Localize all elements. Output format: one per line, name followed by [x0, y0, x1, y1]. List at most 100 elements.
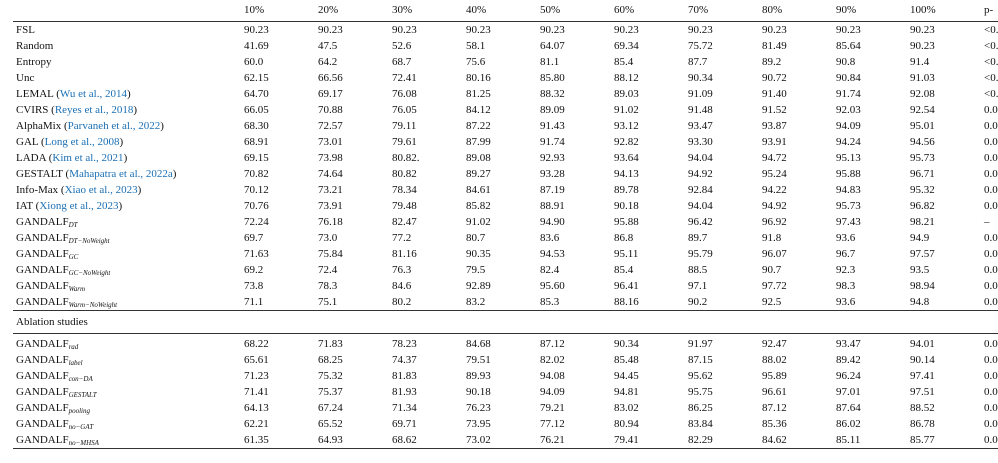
header-cell: 30% [392, 4, 413, 16]
value-cell: 94.22 [762, 184, 787, 196]
method-name-cell: FSL [13, 22, 241, 39]
table-row: GANDALFGC 71.63 75.84 81.16 90.35 94.53 95.11 9… [13, 246, 998, 262]
method-name-cell: GANDALFDT−NoWeight [13, 230, 241, 246]
value-cell: 88.91 [540, 200, 565, 212]
value-cell: 83.02 [614, 402, 639, 414]
header-cell: 40% [466, 4, 487, 16]
method-name: AlphaMix [16, 120, 62, 132]
p-value-cell: 0.001 [984, 104, 998, 116]
results-table: 10% 20% 30% 40% 50% 60% 70% 80% 90% 100% p- FSL 90.… [13, 0, 998, 449]
value-cell: 91.74 [540, 136, 565, 148]
value-cell: 84.62 [762, 434, 787, 446]
value-cell: 80.82. [392, 152, 420, 164]
value-cell: 90.23 [614, 24, 639, 36]
value-cell: 87.64 [836, 402, 861, 414]
table-row: Info-Max (Xiao et al., 2023) 70.12 73.21 78… [13, 182, 998, 198]
value-cell: 41.69 [244, 40, 269, 52]
value-cell: 94.90 [540, 216, 565, 228]
value-cell: 89.27 [466, 168, 491, 180]
value-cell: 98.3 [836, 280, 856, 292]
value-cell: 76.08 [392, 88, 417, 100]
header-cell: 50% [540, 4, 561, 16]
value-cell: 80.82 [392, 168, 417, 180]
value-cell: 95.01 [910, 120, 935, 132]
value-cell: 68.25 [318, 354, 343, 366]
method-name: GANDALF [16, 418, 69, 430]
value-cell: 70.76 [244, 200, 269, 212]
p-value-cell: 0.03 [984, 338, 998, 350]
value-cell: 75.32 [318, 370, 343, 382]
value-cell: 84.6 [392, 280, 412, 292]
value-cell: 98.94 [910, 280, 935, 292]
method-subscript: pooling [68, 407, 90, 415]
value-cell: 85.80 [540, 72, 565, 84]
value-cell: 90.18 [614, 200, 639, 212]
value-cell: 91.4 [910, 56, 930, 68]
value-cell: 95.62 [688, 370, 713, 382]
value-cell: 94.92 [762, 200, 787, 212]
method-name: Random [16, 40, 54, 52]
value-cell: 95.60 [540, 280, 565, 292]
p-value-cell: <0.001 [984, 40, 998, 52]
value-cell: 84.68 [466, 338, 491, 350]
value-cell: 94.09 [540, 386, 565, 398]
method-subscript: no−MHSA [68, 439, 99, 447]
method-name: GANDALF [16, 296, 69, 308]
value-cell: 83.84 [688, 418, 713, 430]
method-name-cell: GANDALFrad [13, 334, 241, 353]
value-cell: 91.8 [762, 232, 782, 244]
value-cell: 94.45 [614, 370, 639, 382]
value-cell: 75.84 [318, 248, 343, 260]
value-cell: 92.84 [688, 184, 713, 196]
p-value-cell: 0.011 [984, 434, 998, 446]
method-name: Unc [16, 72, 35, 84]
value-cell: 73.01 [318, 136, 343, 148]
value-cell: 71.34 [392, 402, 417, 414]
method-name-cell: GANDALFWarm [13, 278, 241, 294]
value-cell: 94.04 [688, 200, 713, 212]
method-subscript: GESTALT [68, 391, 97, 399]
value-cell: 76.05 [392, 104, 417, 116]
method-subscript: GC [68, 253, 79, 261]
value-cell: 88.5 [688, 264, 708, 276]
method-name-cell: AlphaMix (Parvaneh et al., 2022) [16, 120, 164, 132]
value-cell: 77.2 [392, 232, 412, 244]
value-cell: 60.0 [244, 56, 264, 68]
value-cell: 90.23 [392, 24, 417, 36]
value-cell: 65.61 [244, 354, 269, 366]
table-row: GESTALT (Mahapatra et al., 2022a) 70.82 74… [13, 166, 998, 182]
value-cell: 86.8 [614, 232, 634, 244]
value-cell: 85.11 [836, 434, 861, 446]
ablation-row: GANDALFrad 68.22 71.83 78.23 84.68 87.12 90.34… [13, 334, 998, 353]
p-value-cell: 0.02 [984, 200, 998, 212]
value-cell: 64.07 [540, 40, 565, 52]
value-cell: 92.54 [910, 104, 935, 116]
value-cell: 79.51 [466, 354, 491, 366]
value-cell: 91.02 [614, 104, 639, 116]
value-cell: 77.12 [540, 418, 565, 430]
table-row: AlphaMix (Parvaneh et al., 2022) 68.30 72.… [13, 118, 998, 134]
citation-link: Xiao et al., 2023 [64, 184, 138, 196]
value-cell: 93.87 [762, 120, 787, 132]
value-cell: 58.1 [466, 40, 486, 52]
value-cell: 91.09 [688, 88, 713, 100]
p-value-cell: 0.07 [984, 248, 998, 260]
value-cell: 76.23 [466, 402, 491, 414]
value-cell: 94.81 [614, 386, 639, 398]
method-name-cell: Entropy [13, 54, 241, 70]
value-cell: 76.21 [540, 434, 565, 446]
table-row: GAL (Long et al., 2008) 68.91 73.01 79.61 87… [13, 134, 998, 150]
value-cell: 89.42 [836, 354, 861, 366]
value-cell: 81.49 [762, 40, 787, 52]
value-cell: 87.99 [466, 136, 491, 148]
method-name: GANDALF [16, 338, 69, 350]
value-cell: 71.83 [318, 338, 343, 350]
value-cell: 92.82 [614, 136, 639, 148]
method-name: GAL [16, 136, 39, 148]
method-name-cell: GANDALFGESTALT [13, 384, 241, 400]
value-cell: 90.23 [688, 24, 713, 36]
value-cell: 90.23 [540, 24, 565, 36]
value-cell: 67.24 [318, 402, 343, 414]
value-cell: 79.48 [392, 200, 417, 212]
value-cell: 92.89 [466, 280, 491, 292]
